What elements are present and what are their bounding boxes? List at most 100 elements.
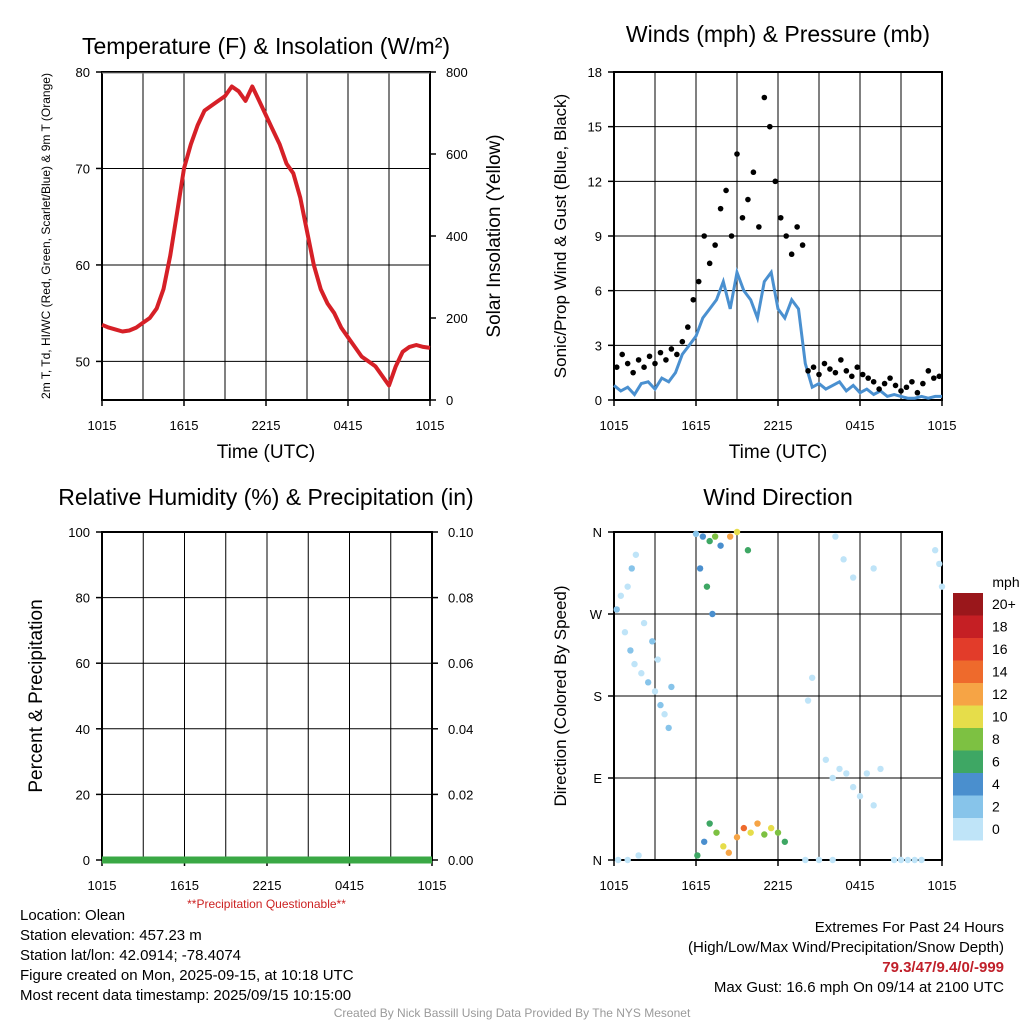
gust-point xyxy=(821,360,828,367)
gust-point xyxy=(827,366,833,372)
extremes-subtitle: (High/Low/Max Wind/Precipitation/Snow De… xyxy=(688,939,1004,956)
gust-point xyxy=(920,380,926,387)
gust-point xyxy=(931,375,937,381)
colorbar-swatch xyxy=(953,728,983,751)
chart-4-grid xyxy=(608,531,943,866)
direction-point xyxy=(804,697,812,704)
gust-point xyxy=(739,214,746,221)
y-tick-label: 50 xyxy=(76,354,90,369)
gust-point xyxy=(641,364,647,371)
y-tick-label: 20 xyxy=(76,787,90,802)
temperature-line xyxy=(101,84,431,388)
gust-point xyxy=(903,384,910,391)
direction-point xyxy=(918,856,925,864)
direction-point xyxy=(747,829,754,836)
direction-point xyxy=(651,688,659,695)
y-tick-label: E xyxy=(593,771,602,786)
gust-point xyxy=(788,251,795,258)
x-tick-label: 1615 xyxy=(682,878,711,893)
direction-point xyxy=(649,638,656,645)
y-right-tick-label: 0.04 xyxy=(448,722,473,737)
y-tick-label: 9 xyxy=(595,229,602,244)
extremes-values: 79.3/47/9.4/0/-999 xyxy=(882,959,1004,976)
recent-text: Most recent data timestamp: 2025/09/15 1… xyxy=(20,987,352,1004)
y-tick-label: 15 xyxy=(588,120,602,135)
gust-point xyxy=(745,196,751,203)
x-tick-label: 1015 xyxy=(600,878,629,893)
gust-point xyxy=(805,368,811,374)
gust-point xyxy=(854,364,861,371)
gust-point xyxy=(772,178,779,185)
gust-point xyxy=(799,242,806,248)
chart-2-xlabel: Time (UTC) xyxy=(729,442,828,463)
gust-point xyxy=(646,353,653,360)
y-tick-label: 40 xyxy=(76,722,90,737)
direction-point xyxy=(644,679,652,686)
y-tick-label: 6 xyxy=(595,284,602,299)
direction-point xyxy=(613,606,620,613)
direction-point xyxy=(938,583,946,590)
created-text: Figure created on Mon, 2025-09-15, at 10… xyxy=(20,967,354,984)
gust-point xyxy=(712,242,718,248)
x-tick-label: 2215 xyxy=(764,418,793,433)
y-tick-label: S xyxy=(593,689,602,704)
credit-text: Created By Nick Bassill Using Data Provi… xyxy=(333,1006,691,1020)
direction-point xyxy=(849,574,857,581)
direction-point xyxy=(709,610,716,618)
gust-point xyxy=(898,388,904,394)
colorbar-label: 16 xyxy=(992,641,1008,657)
gust-point xyxy=(777,214,784,221)
y-tick-label: 3 xyxy=(595,338,602,353)
chart-4-ylabel: Direction (Colored By Speed) xyxy=(551,585,570,806)
direction-point xyxy=(694,852,701,859)
y-tick-label: 60 xyxy=(76,656,90,671)
direction-point xyxy=(654,656,661,663)
direction-point xyxy=(614,856,622,864)
chart-4-title: Wind Direction xyxy=(703,484,853,510)
chart-3-title: Relative Humidity (%) & Precipitation (i… xyxy=(58,484,473,510)
x-tick-label: 1615 xyxy=(170,418,199,433)
gust-point xyxy=(663,357,669,363)
gust-point xyxy=(783,233,789,239)
direction-point xyxy=(767,824,775,832)
direction-point xyxy=(640,619,648,627)
y-right-tick-label: 0.00 xyxy=(448,853,473,868)
y-tick-label: 0 xyxy=(595,393,602,408)
gust-point xyxy=(816,371,822,378)
y-right-tick-label: 0.10 xyxy=(448,525,473,540)
x-tick-label: 0415 xyxy=(846,878,875,893)
direction-point xyxy=(840,556,847,563)
direction-point xyxy=(632,551,640,558)
direction-point xyxy=(822,756,830,763)
y-tick-label: 100 xyxy=(68,525,90,540)
chart-1-border xyxy=(101,71,431,401)
gust-point xyxy=(624,360,631,367)
colorbar-label: 12 xyxy=(992,686,1008,702)
gust-point xyxy=(794,224,800,230)
direction-point xyxy=(624,856,631,864)
direction-point xyxy=(703,583,711,590)
direction-point xyxy=(717,542,724,549)
colorbar-label: 6 xyxy=(992,754,1000,770)
gust-point xyxy=(695,278,702,285)
direction-point xyxy=(711,533,719,540)
colorbar-label: 20+ xyxy=(992,596,1016,612)
gust-point xyxy=(865,375,871,381)
precip-questionable-note: **Precipitation Questionable** xyxy=(187,897,346,911)
colorbar-swatch xyxy=(953,638,983,661)
gust-point xyxy=(761,94,768,101)
x-tick-label: 1615 xyxy=(170,878,199,893)
gust-point xyxy=(635,357,642,363)
chart-1-ylabel-right: Solar Insolation (Yellow) xyxy=(484,134,505,337)
gust-point xyxy=(728,233,735,239)
direction-point xyxy=(701,838,708,845)
gust-point xyxy=(767,123,773,130)
direction-point xyxy=(863,770,871,777)
x-tick-label: 1015 xyxy=(88,878,117,893)
direction-point xyxy=(829,774,836,782)
chart-2-ylabel: Sonic/Prop Wind & Gust (Blue, Black) xyxy=(551,94,570,378)
direction-point xyxy=(781,838,789,845)
gust-point xyxy=(652,360,658,367)
y-right-tick-label: 0.06 xyxy=(448,656,473,671)
direction-point xyxy=(829,856,836,864)
